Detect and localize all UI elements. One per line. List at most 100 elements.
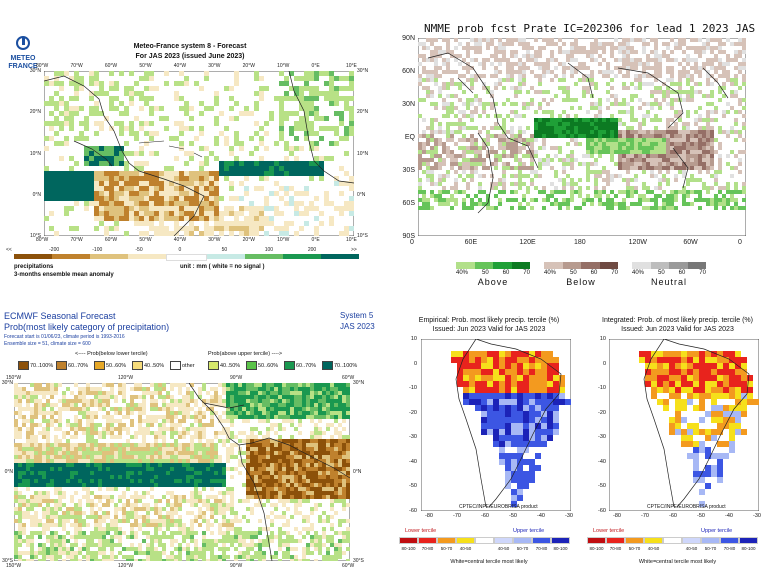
map-cell [554, 122, 558, 126]
map-cell [722, 194, 726, 198]
map-cell [330, 411, 334, 415]
map-cell [118, 479, 122, 483]
map-cell [279, 116, 284, 121]
map-cell [159, 116, 164, 121]
map-cell [306, 443, 310, 447]
map-cell [284, 81, 289, 86]
map-cell [670, 38, 674, 42]
map-cell [650, 158, 654, 162]
map-cell [618, 146, 622, 150]
map-cell [79, 121, 84, 126]
map-cell [322, 483, 326, 487]
map-cell [329, 76, 334, 81]
map-cell [550, 134, 554, 138]
map-cell [189, 181, 194, 186]
map-cell [442, 142, 446, 146]
map-cell [182, 403, 186, 407]
map-cell [89, 201, 94, 206]
map-cell [294, 387, 298, 391]
map-cell [142, 447, 146, 451]
map-cell [194, 451, 198, 455]
map-cell [102, 447, 106, 451]
map-cell [566, 122, 570, 126]
map-cell [14, 487, 18, 491]
map-cell [686, 74, 690, 78]
map-cell [34, 399, 38, 403]
map-cell [164, 126, 169, 131]
map-cell [294, 231, 299, 236]
map-cell [214, 186, 219, 191]
map-cell [254, 455, 258, 459]
map-cell [438, 74, 442, 78]
map-cell [522, 206, 526, 210]
map-cell [662, 198, 666, 202]
map-cell [654, 134, 658, 138]
map-cell [170, 463, 174, 467]
map-cell [59, 156, 64, 161]
map-cell [214, 431, 218, 435]
map-cell [702, 118, 706, 122]
map-cell [349, 121, 354, 126]
map-cell [286, 487, 290, 491]
map-cell [286, 455, 290, 459]
map-cell [189, 156, 194, 161]
map-cell [486, 86, 490, 90]
map-cell [506, 74, 510, 78]
tick-label: 50 [221, 247, 228, 253]
map-cell [310, 479, 314, 483]
map-cell [162, 407, 166, 411]
map-cell [124, 181, 129, 186]
map-cell [344, 226, 349, 231]
map-cell [150, 415, 154, 419]
map-cell [182, 451, 186, 455]
map-cell [282, 399, 286, 403]
map-cell [190, 423, 194, 427]
map-cell [270, 463, 274, 467]
map-cell [554, 94, 558, 98]
map-cell [174, 403, 178, 407]
map-cell [234, 435, 238, 439]
map-cell [310, 411, 314, 415]
map-cell [329, 221, 334, 226]
map-cell [286, 411, 290, 415]
map-cell [170, 419, 174, 423]
map-cell [242, 407, 246, 411]
map-cell [622, 142, 626, 146]
map-cell [86, 419, 90, 423]
map-cell [14, 451, 18, 455]
map-cell [486, 198, 490, 202]
map-cell [178, 451, 182, 455]
map-cell [486, 202, 490, 206]
map-cell [89, 76, 94, 81]
map-cell [99, 186, 104, 191]
map-cell [618, 174, 622, 178]
map-cell [214, 176, 219, 181]
map-cell [562, 118, 566, 122]
map-cell [114, 151, 119, 156]
map-cell [30, 467, 34, 471]
map-cell [346, 399, 350, 403]
map-cell [26, 487, 30, 491]
map-cell [542, 110, 546, 114]
map-cell [310, 431, 314, 435]
map-cell [282, 467, 286, 471]
map-cell [338, 459, 342, 463]
map-cell [158, 447, 162, 451]
nmme-legend-tick: 70 [611, 270, 618, 276]
map-cell [598, 102, 602, 106]
map-cell [598, 202, 602, 206]
map-cell [198, 479, 202, 483]
map-cell [118, 459, 122, 463]
map-cell [106, 399, 110, 403]
map-cell [206, 439, 210, 443]
map-cell [334, 403, 338, 407]
map-cell [646, 154, 650, 158]
map-cell [314, 131, 319, 136]
map-cell [642, 62, 646, 66]
map-cell [104, 191, 109, 196]
map-cell [110, 391, 114, 395]
map-cell [219, 171, 224, 176]
tick-label: 0°N [32, 191, 41, 198]
map-cell [274, 141, 279, 146]
map-cell [314, 116, 319, 121]
